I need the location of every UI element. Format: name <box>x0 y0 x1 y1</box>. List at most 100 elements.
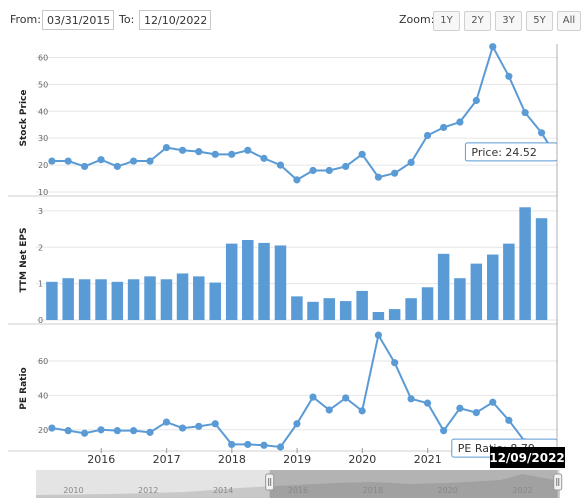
from-date-input[interactable] <box>42 10 114 30</box>
eps-bar <box>225 243 238 320</box>
eps-bar <box>421 287 434 320</box>
price-point <box>325 166 333 175</box>
price-point <box>276 161 285 169</box>
pe-point <box>391 359 399 367</box>
pe-point <box>293 420 301 428</box>
pe-point <box>342 394 350 402</box>
pe-point <box>358 407 366 415</box>
eps-bar <box>209 282 221 320</box>
eps-bar <box>339 301 352 320</box>
price-point <box>456 118 464 126</box>
navigator-year-label: 2022 <box>512 486 532 495</box>
price-point <box>423 131 432 140</box>
zoom-all-button[interactable]: All <box>557 11 581 31</box>
x-tick-label: 2017 <box>153 453 181 466</box>
to-label: To: <box>119 13 135 26</box>
eps-bar <box>487 254 499 320</box>
eps-bar <box>307 301 319 320</box>
price-point <box>489 43 497 51</box>
price-tooltip: Price: 24.52 <box>464 142 558 162</box>
zoom-5y-button[interactable]: 5Y <box>526 11 553 31</box>
price-point <box>374 173 383 181</box>
price-point <box>48 157 56 165</box>
y-tick-label: 40 <box>38 107 48 116</box>
eps-bar <box>470 263 483 320</box>
zoom-1y-button[interactable]: 1Y <box>433 11 460 31</box>
pe-point <box>178 424 187 432</box>
pe-line <box>51 332 555 451</box>
eps-bar <box>78 279 91 320</box>
eps-bar <box>160 279 173 320</box>
pe-point <box>162 418 171 426</box>
x-tick-label: 2020 <box>348 453 376 466</box>
crosshair-date-box <box>490 447 565 468</box>
navigator-year-label: 2010 <box>63 486 83 495</box>
eps-bar <box>535 218 548 320</box>
pe-point <box>48 424 56 432</box>
y-tick-label: 60 <box>38 357 48 366</box>
price-point <box>244 146 252 154</box>
price-point <box>309 166 317 175</box>
price-point <box>342 162 350 171</box>
price-point <box>521 109 529 117</box>
pe-point <box>423 399 432 407</box>
crosshair-date-label: 12/09/2022 <box>489 451 565 465</box>
price-point <box>472 96 480 105</box>
pe-point <box>64 427 72 435</box>
pe-point <box>129 427 138 435</box>
zoom-label: Zoom: <box>399 13 435 26</box>
x-tick-label: 2021 <box>414 453 442 466</box>
pe-point <box>456 404 464 412</box>
eps-bar <box>274 245 287 320</box>
to-date-input[interactable] <box>139 10 211 30</box>
y-tick-label: 50 <box>38 80 48 89</box>
eps-bar <box>111 281 124 320</box>
eps-bar <box>95 279 107 320</box>
y-tick-label: 0 <box>38 316 43 325</box>
pe-point <box>228 440 236 449</box>
pe-point <box>97 426 105 434</box>
eps-bar <box>388 309 401 320</box>
pe-point <box>211 420 219 428</box>
y-tick-label: 2 <box>38 243 43 252</box>
price-point <box>97 156 105 164</box>
price-point <box>228 150 236 158</box>
zoom-3y-button[interactable]: 3Y <box>495 11 522 31</box>
pe-point <box>260 441 268 449</box>
pe-point <box>195 422 203 430</box>
y-tick-label: 60 <box>38 53 48 62</box>
navigator-right-handle[interactable] <box>553 473 563 491</box>
eps-bar <box>437 253 450 320</box>
y-axis-label: TTM Net EPS <box>19 228 29 293</box>
pe-point <box>146 428 154 436</box>
navigator-year-label: 2018 <box>363 486 383 495</box>
navigator-year-label: 2014 <box>213 486 233 495</box>
price-point <box>260 154 268 162</box>
eps-bar <box>127 279 140 320</box>
eps-bar <box>258 242 270 320</box>
x-tick-label: 2019 <box>283 453 311 466</box>
pe-point <box>309 393 317 401</box>
y-axis-label: Stock Price <box>19 90 29 147</box>
navigator-year-label: 2012 <box>138 486 158 495</box>
price-point <box>195 148 203 156</box>
eps-bar <box>454 278 466 320</box>
price-point <box>440 123 448 132</box>
eps-bar <box>62 278 74 320</box>
eps-bar <box>323 298 336 320</box>
price-point <box>505 72 513 80</box>
pe-point <box>440 427 448 435</box>
price-point <box>358 150 366 158</box>
navigator-year-label: 2016 <box>288 486 308 495</box>
x-tick-label: 2018 <box>218 453 246 466</box>
navigator-left-handle[interactable] <box>265 473 275 491</box>
pe-point <box>244 440 252 449</box>
tooltip-text: Price: 24.52 <box>471 146 537 159</box>
zoom-2y-button[interactable]: 2Y <box>464 11 491 31</box>
price-point <box>64 157 72 165</box>
pe-point <box>81 429 89 437</box>
eps-bar <box>503 243 515 320</box>
eps-bar <box>176 273 189 320</box>
eps-bar <box>193 276 205 320</box>
